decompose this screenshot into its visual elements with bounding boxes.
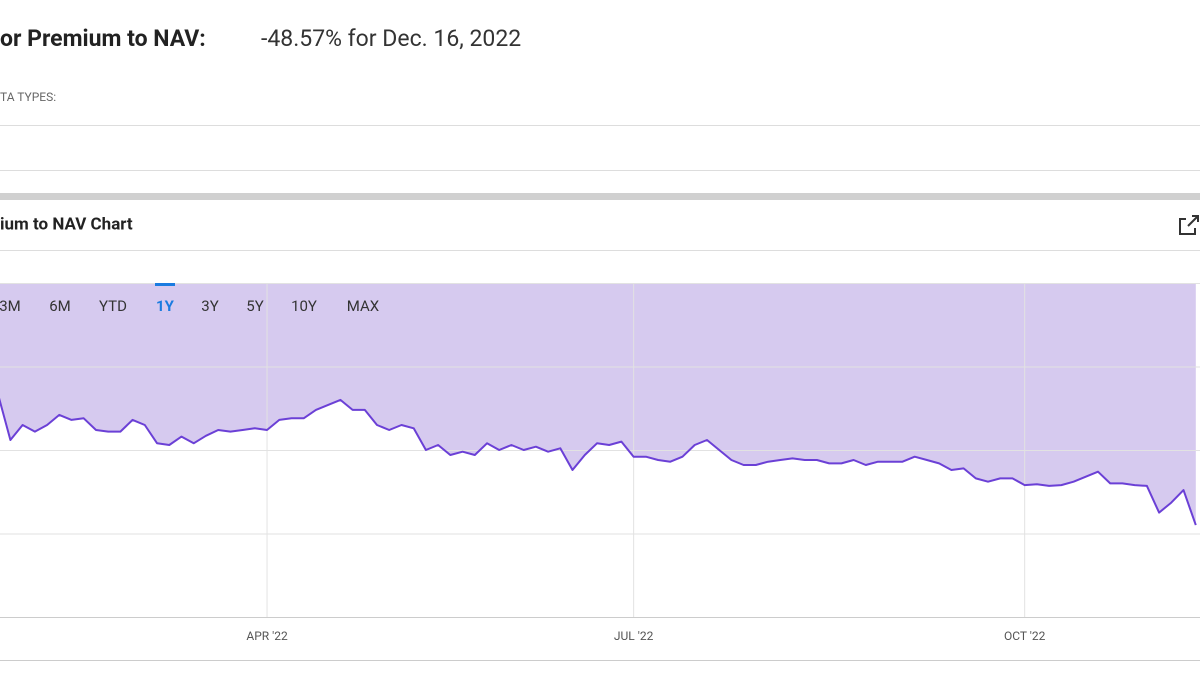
range-button[interactable]: 5Y <box>246 297 263 315</box>
range-button[interactable]: 3Y <box>201 297 218 315</box>
chart-panel-title: ium to NAV Chart <box>0 214 133 234</box>
area <box>0 283 1196 526</box>
header-value: -48.57% for Dec. 16, 2022 <box>261 25 521 52</box>
x-tick-label: OCT '22 <box>1004 629 1046 643</box>
range-button[interactable]: 6M <box>49 297 71 315</box>
x-tick-label: JUL '22 <box>614 629 654 643</box>
range-button[interactable]: YTD <box>99 297 127 315</box>
external-link-icon[interactable] <box>1179 215 1199 235</box>
section-band <box>0 193 1200 200</box>
plot: APR '22 JUL '22 OCT '22 <box>0 283 1200 643</box>
range-button[interactable]: 3M <box>0 297 21 315</box>
header-title: or Premium to NAV: <box>0 25 206 52</box>
range-button[interactable]: 10Y <box>291 297 317 315</box>
x-tick-label: APR '22 <box>246 629 288 643</box>
line <box>0 397 1197 526</box>
range-buttons: 3M 6M YTD 1Y 3Y 5Y 10Y MAX <box>0 283 380 315</box>
data-types-label: TA TYPES: <box>0 90 56 104</box>
active-indicator <box>155 283 175 286</box>
range-button[interactable]: 1Y <box>156 297 175 315</box>
range-button[interactable]: MAX <box>347 297 380 315</box>
